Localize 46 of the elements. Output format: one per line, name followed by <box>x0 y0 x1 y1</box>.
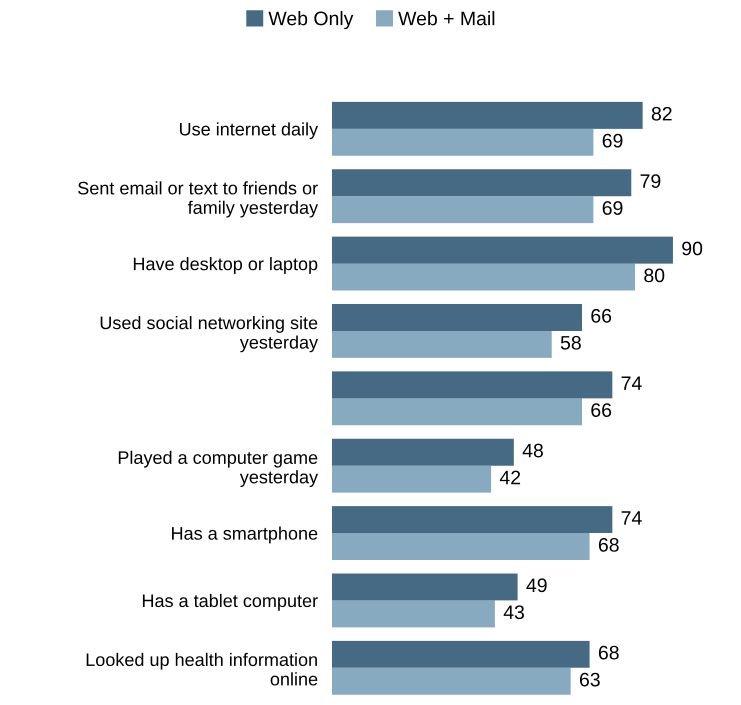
bar <box>332 533 590 560</box>
bar <box>332 438 514 466</box>
bar <box>332 466 492 493</box>
data-label: 68 <box>598 646 619 660</box>
bar <box>332 102 643 129</box>
data-label: 69 <box>602 134 622 148</box>
data-label: 66 <box>591 403 612 418</box>
legend-label: Web + Mail <box>398 11 494 26</box>
data-label: 58 <box>560 336 581 350</box>
data-label: 69 <box>602 201 622 215</box>
y-tick-label: Used social networking site yesterday <box>100 316 318 352</box>
bar <box>332 668 571 695</box>
bar <box>332 330 552 358</box>
data-label: 42 <box>500 470 520 484</box>
y-tick-label: Use internet daily <box>180 122 318 140</box>
y-tick-label: Has a smartphone <box>172 526 318 544</box>
y-tick-label: Has a tablet computer <box>142 594 318 611</box>
data-label: 90 <box>682 242 702 256</box>
data-label: 48 <box>522 444 543 458</box>
data-label: 74 <box>622 376 642 390</box>
bar <box>332 236 673 264</box>
bar <box>332 506 612 534</box>
y-tick-label: Have desktop or laptop <box>134 257 318 274</box>
data-label: 68 <box>598 538 619 552</box>
bar <box>332 196 594 224</box>
y-tick-label: Looked up health information online <box>86 652 318 686</box>
bar <box>332 128 594 156</box>
bar <box>332 398 582 426</box>
bar <box>332 371 612 398</box>
data-label: 43 <box>504 605 524 620</box>
bar <box>332 600 495 628</box>
bar <box>332 640 590 668</box>
data-label: 63 <box>580 672 600 686</box>
data-label: 79 <box>640 174 660 188</box>
data-label: 49 <box>526 578 547 592</box>
bar <box>332 304 582 331</box>
data-label: 74 <box>622 511 642 525</box>
y-tick-label: Sent email or text to friends or family yesterday <box>78 181 318 218</box>
legend-label: Web Only <box>268 11 354 30</box>
bar <box>332 169 632 196</box>
data-label: 66 <box>591 308 612 323</box>
y-tick-label: Played a computer game yesterday <box>118 450 318 488</box>
data-label: 82 <box>652 106 672 121</box>
bar <box>332 264 636 291</box>
data-label: 80 <box>644 268 664 282</box>
bar <box>332 573 518 600</box>
